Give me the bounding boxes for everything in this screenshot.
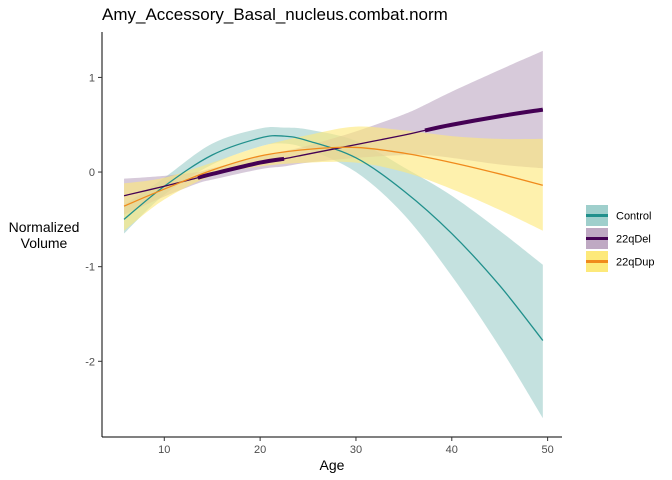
trend-lines — [123, 107, 544, 341]
trend-line-control — [123, 135, 544, 341]
legend-label: 22qDel — [616, 234, 651, 246]
significant-segment-22qdel-2 — [424, 107, 544, 133]
x-tick-label: 50 — [542, 444, 554, 456]
y-tick-label: 1 — [89, 72, 95, 84]
confidence-band-22qdup — [124, 126, 543, 231]
x-axis-title: Age — [320, 457, 345, 473]
legend-label: Control — [616, 211, 651, 223]
trend-line-22qdup — [123, 146, 543, 207]
y-tick-label: -1 — [85, 262, 95, 274]
y-axis-title-line-1: Normalized — [9, 219, 80, 235]
axes — [101, 32, 562, 438]
y-tick-label: 0 — [89, 167, 95, 179]
legend-item-22qdup: 22qDup — [586, 251, 655, 272]
chart-title: Amy_Accessory_Basal_nucleus.combat.norm — [102, 5, 448, 24]
y-tick-label: -2 — [85, 356, 95, 368]
y-axis-title-line-2: Volume — [21, 235, 68, 251]
x-tick-label: 20 — [254, 444, 266, 456]
legend: Control 22qDel 22qDup — [586, 205, 655, 272]
confidence-bands — [124, 50, 543, 419]
x-tick-label: 10 — [158, 444, 170, 456]
confidence-band-22qdel — [124, 50, 543, 215]
confidence-band-control — [124, 126, 543, 419]
x-axis-ticks: 10 20 30 40 50 — [158, 437, 554, 456]
x-tick-label: 40 — [446, 444, 458, 456]
x-tick-label: 30 — [350, 444, 362, 456]
legend-label: 22qDup — [616, 257, 655, 269]
significant-segment-22qdel-1 — [197, 156, 285, 180]
legend-item-22qdel: 22qDel — [586, 228, 651, 249]
legend-item-control: Control — [586, 205, 651, 226]
y-axis-ticks: -2 -1 0 1 — [85, 72, 102, 368]
